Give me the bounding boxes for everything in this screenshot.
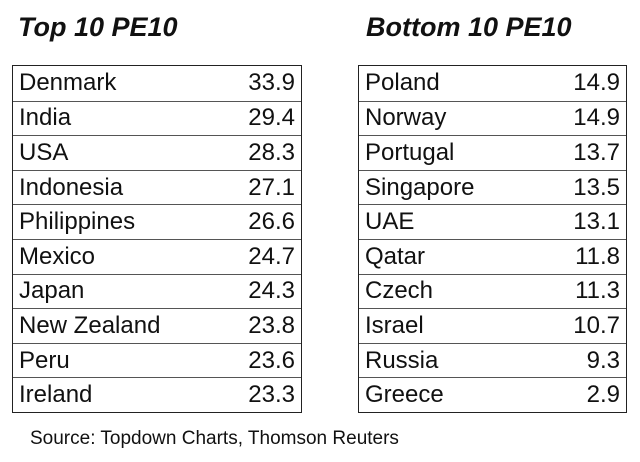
table-row: Japan 24.3 bbox=[13, 273, 301, 309]
value-cell: 13.5 bbox=[573, 173, 620, 201]
country-cell: Portugal bbox=[365, 138, 455, 166]
table-row: Israel 10.7 bbox=[359, 308, 626, 343]
country-cell: Japan bbox=[19, 277, 85, 305]
value-cell: 13.1 bbox=[573, 208, 620, 236]
value-cell: 26.6 bbox=[248, 208, 295, 236]
country-cell: Qatar bbox=[365, 242, 426, 270]
country-cell: Israel bbox=[365, 311, 424, 339]
country-cell: Ireland bbox=[19, 381, 93, 409]
value-cell: 9.3 bbox=[586, 346, 620, 374]
table-row: Poland 14.9 bbox=[359, 66, 626, 101]
value-cell: 27.1 bbox=[248, 173, 295, 201]
value-cell: 14.9 bbox=[573, 104, 620, 132]
table-title: Bottom 10 PE10 bbox=[366, 12, 572, 42]
value-cell: 24.7 bbox=[248, 242, 295, 270]
table-row: UAE 13.1 bbox=[359, 204, 626, 239]
source-note: Source: Topdown Charts, Thomson Reuters bbox=[30, 428, 399, 449]
table-row: Indonesia 27.1 bbox=[13, 169, 301, 205]
country-cell: India bbox=[19, 104, 72, 132]
country-cell: Singapore bbox=[365, 173, 475, 201]
table-row: Norway 14.9 bbox=[359, 100, 626, 136]
value-cell: 24.3 bbox=[248, 277, 295, 305]
value-cell: 14.9 bbox=[573, 69, 620, 97]
table-row: New Zealand 23.8 bbox=[13, 308, 301, 343]
country-cell: Russia bbox=[365, 346, 439, 374]
country-cell: Mexico bbox=[19, 242, 96, 270]
table-row: Qatar 11.8 bbox=[359, 238, 626, 274]
table-row: Greece 2.9 bbox=[359, 377, 626, 412]
country-cell: Greece bbox=[365, 381, 444, 409]
value-cell: 28.3 bbox=[248, 138, 295, 166]
table-row: Philippines 26.6 bbox=[13, 204, 301, 239]
country-cell: Philippines bbox=[19, 208, 136, 236]
value-cell: 2.9 bbox=[586, 381, 620, 409]
value-cell: 23.3 bbox=[248, 381, 295, 409]
table: Poland 14.9 Norway 14.9 Portugal 13.7 Singapor… bbox=[358, 65, 627, 413]
table-row: India 29.4 bbox=[13, 100, 301, 136]
country-cell: Norway bbox=[365, 104, 447, 132]
country-cell: UAE bbox=[365, 208, 415, 236]
country-cell: Peru bbox=[19, 346, 70, 374]
table-row: Russia 9.3 bbox=[359, 342, 626, 378]
value-cell: 23.6 bbox=[248, 346, 295, 374]
table-row: Portugal 13.7 bbox=[359, 135, 626, 170]
table-row: Ireland 23.3 bbox=[13, 377, 301, 412]
table-row: USA 28.3 bbox=[13, 135, 301, 170]
value-cell: 11.8 bbox=[575, 242, 620, 270]
table-row: Singapore 13.5 bbox=[359, 169, 626, 205]
value-cell: 11.3 bbox=[575, 277, 620, 305]
table-row: Czech 11.3 bbox=[359, 273, 626, 309]
table-title: Top 10 PE10 bbox=[18, 12, 178, 42]
country-cell: USA bbox=[19, 138, 69, 166]
value-cell: 29.4 bbox=[248, 104, 295, 132]
value-cell: 10.7 bbox=[573, 311, 620, 339]
country-cell: Denmark bbox=[19, 69, 117, 97]
value-cell: 33.9 bbox=[248, 69, 295, 97]
table: Denmark 33.9 India 29.4 USA 28.3 Indonesia 27.1… bbox=[12, 65, 302, 413]
value-cell: 23.8 bbox=[248, 311, 295, 339]
table-row: Peru 23.6 bbox=[13, 342, 301, 378]
table-row: Denmark 33.9 bbox=[13, 66, 301, 101]
table-row: Mexico 24.7 bbox=[13, 238, 301, 274]
value-cell: 13.7 bbox=[573, 138, 620, 166]
country-cell: New Zealand bbox=[19, 311, 161, 339]
country-cell: Poland bbox=[365, 69, 440, 97]
country-cell: Indonesia bbox=[19, 173, 124, 201]
country-cell: Czech bbox=[365, 277, 434, 305]
